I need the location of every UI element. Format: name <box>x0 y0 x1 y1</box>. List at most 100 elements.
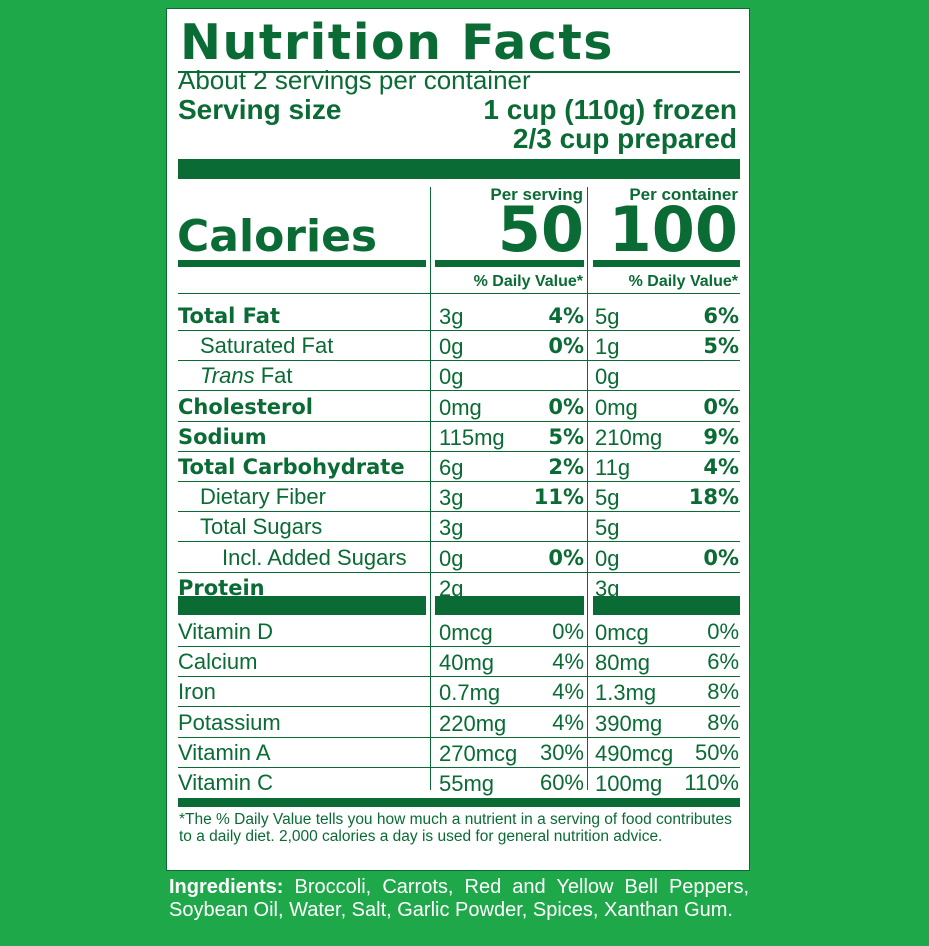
thick-rule-bottom <box>178 798 740 807</box>
calories-label: Calories <box>177 211 378 262</box>
nutrient-name: Total Carbohydrate <box>178 455 405 479</box>
calories-per-serving: 50 <box>497 193 584 266</box>
vitamin-name: Calcium <box>178 649 258 675</box>
container-daily-value: 18% <box>688 485 739 510</box>
serving-amount: 270mcg <box>439 740 518 766</box>
serving-daily-value: 5% <box>548 424 584 449</box>
serving-amount: 0g <box>439 364 464 390</box>
nutrient-name: Incl. Added Sugars <box>222 544 407 570</box>
serving-daily-value: 30% <box>539 739 584 765</box>
title-rule <box>178 71 740 73</box>
serving-daily-value: 4% <box>548 304 584 328</box>
container-amount: 0mg <box>595 394 638 420</box>
nutrient-name: Saturated Fat <box>200 333 334 359</box>
serving-size-prepared: 2/3 cup prepared <box>512 123 737 154</box>
row-divider <box>178 766 740 768</box>
row-divider <box>178 481 740 482</box>
vitamin-name: Potassium <box>178 709 281 735</box>
container-amount: 100mg <box>595 771 663 796</box>
vitamin-row: Vitamin C 55mg 60% 100mg 110% <box>167 768 751 798</box>
calories-rule-right <box>593 260 740 267</box>
thick-rule-vitamins-right <box>593 596 740 615</box>
nutrient-row: Total Carbohydrate 6g 2% 11g 4% <box>167 452 751 482</box>
vitamin-row: Vitamin D 0mcg 0% 0mcg 0% <box>167 617 751 647</box>
container-daily-value: 0% <box>707 619 739 644</box>
calories-per-container: 100 <box>608 193 738 266</box>
container-daily-value: 8% <box>707 709 739 735</box>
dv-header-rule <box>178 293 740 294</box>
nutrient-name: Cholesterol <box>178 394 313 419</box>
container-daily-value: 5% <box>703 334 739 359</box>
row-divider <box>178 511 740 513</box>
serving-amount: 3g <box>439 485 464 511</box>
column-divider-1 <box>430 187 431 790</box>
nutrient-row: Total Sugars 3g 5g <box>167 512 751 542</box>
serving-amount: 0g <box>439 545 464 571</box>
serving-daily-value: 60% <box>539 770 584 795</box>
container-daily-value: 6% <box>707 649 739 675</box>
ingredients-list: Broccoli, Carrots, Red and Yellow Bell P… <box>169 876 750 921</box>
thick-rule-top <box>178 159 740 179</box>
container-amount: 0g <box>595 545 620 571</box>
daily-value-header-serving: % Daily Value* <box>473 273 583 290</box>
row-divider <box>178 420 740 422</box>
serving-daily-value: 11% <box>533 485 584 510</box>
serving-amount: 0.7mg <box>439 680 501 706</box>
container-amount: 390mg <box>595 710 663 736</box>
serving-daily-value: 0% <box>552 619 584 644</box>
container-amount: 0g <box>595 364 620 390</box>
serving-amount: 55mg <box>439 771 495 796</box>
row-divider <box>178 330 740 331</box>
serving-amount: 0mcg <box>439 620 493 645</box>
vitamin-name: Vitamin A <box>178 739 271 765</box>
calories-rule-mid <box>435 260 584 267</box>
container-daily-value: 9% <box>703 424 739 449</box>
serving-amount: 3g <box>439 304 464 329</box>
container-daily-value: 6% <box>703 304 739 328</box>
serving-amount: 220mg <box>439 710 507 736</box>
row-divider <box>178 390 740 392</box>
container-daily-value: 50% <box>694 739 739 765</box>
nutrient-row: Dietary Fiber 3g 11% 5g 18% <box>167 482 751 512</box>
nutrition-facts-panel: Nutrition Facts About 2 servings per con… <box>166 8 750 871</box>
row-divider <box>178 706 740 708</box>
vitamin-row: Potassium 220mg 4% 390mg 8% <box>167 708 751 738</box>
serving-amount: 0mg <box>439 394 482 420</box>
ingredients-statement: Ingredients: Broccoli, Carrots, Red and … <box>169 876 749 922</box>
vitamin-name: Vitamin C <box>178 770 273 795</box>
container-daily-value: 0% <box>703 545 739 570</box>
serving-amount: 40mg <box>439 650 495 676</box>
nutrient-row: Cholesterol 0mg 0% 0mg 0% <box>167 392 751 422</box>
nutrient-name: Total Sugars <box>200 514 323 540</box>
row-divider <box>178 646 740 647</box>
servings-per-container: About 2 servings per container <box>178 65 531 95</box>
serving-amount: 6g <box>439 455 464 480</box>
nutrient-name-italic: Trans <box>200 363 255 389</box>
nutrient-name: Protein <box>178 575 265 600</box>
serving-amount: 0g <box>439 334 464 360</box>
thick-rule-vitamins-left <box>178 596 426 615</box>
serving-daily-value: 4% <box>552 709 584 735</box>
column-divider-2 <box>587 187 588 790</box>
thick-rule-vitamins-mid <box>435 596 584 615</box>
row-divider <box>178 360 740 362</box>
row-divider <box>178 450 740 452</box>
per-serving-label: Per serving <box>490 185 583 204</box>
container-amount: 5g <box>595 515 620 541</box>
container-daily-value: 0% <box>703 394 739 419</box>
row-divider <box>178 676 740 678</box>
serving-amount: 3g <box>439 515 464 541</box>
nutrient-name-rest: Fat <box>254 363 293 389</box>
serving-size-frozen: 1 cup (110g) frozen <box>483 94 737 125</box>
nutrient-name: Trans Fat <box>200 361 293 391</box>
per-container-label: Per container <box>629 185 738 204</box>
nutrient-name: Dietary Fiber <box>200 484 326 510</box>
row-divider <box>178 736 740 738</box>
nutrient-name: Total Fat <box>178 304 281 328</box>
nutrient-row: Trans Fat 0g 0g <box>167 361 751 391</box>
container-daily-value: 8% <box>707 679 739 705</box>
serving-daily-value: 2% <box>548 455 584 479</box>
serving-daily-value: 0% <box>548 545 584 570</box>
container-amount: 1.3mg <box>595 680 657 706</box>
vitamin-row: Calcium 40mg 4% 80mg 6% <box>167 647 751 677</box>
